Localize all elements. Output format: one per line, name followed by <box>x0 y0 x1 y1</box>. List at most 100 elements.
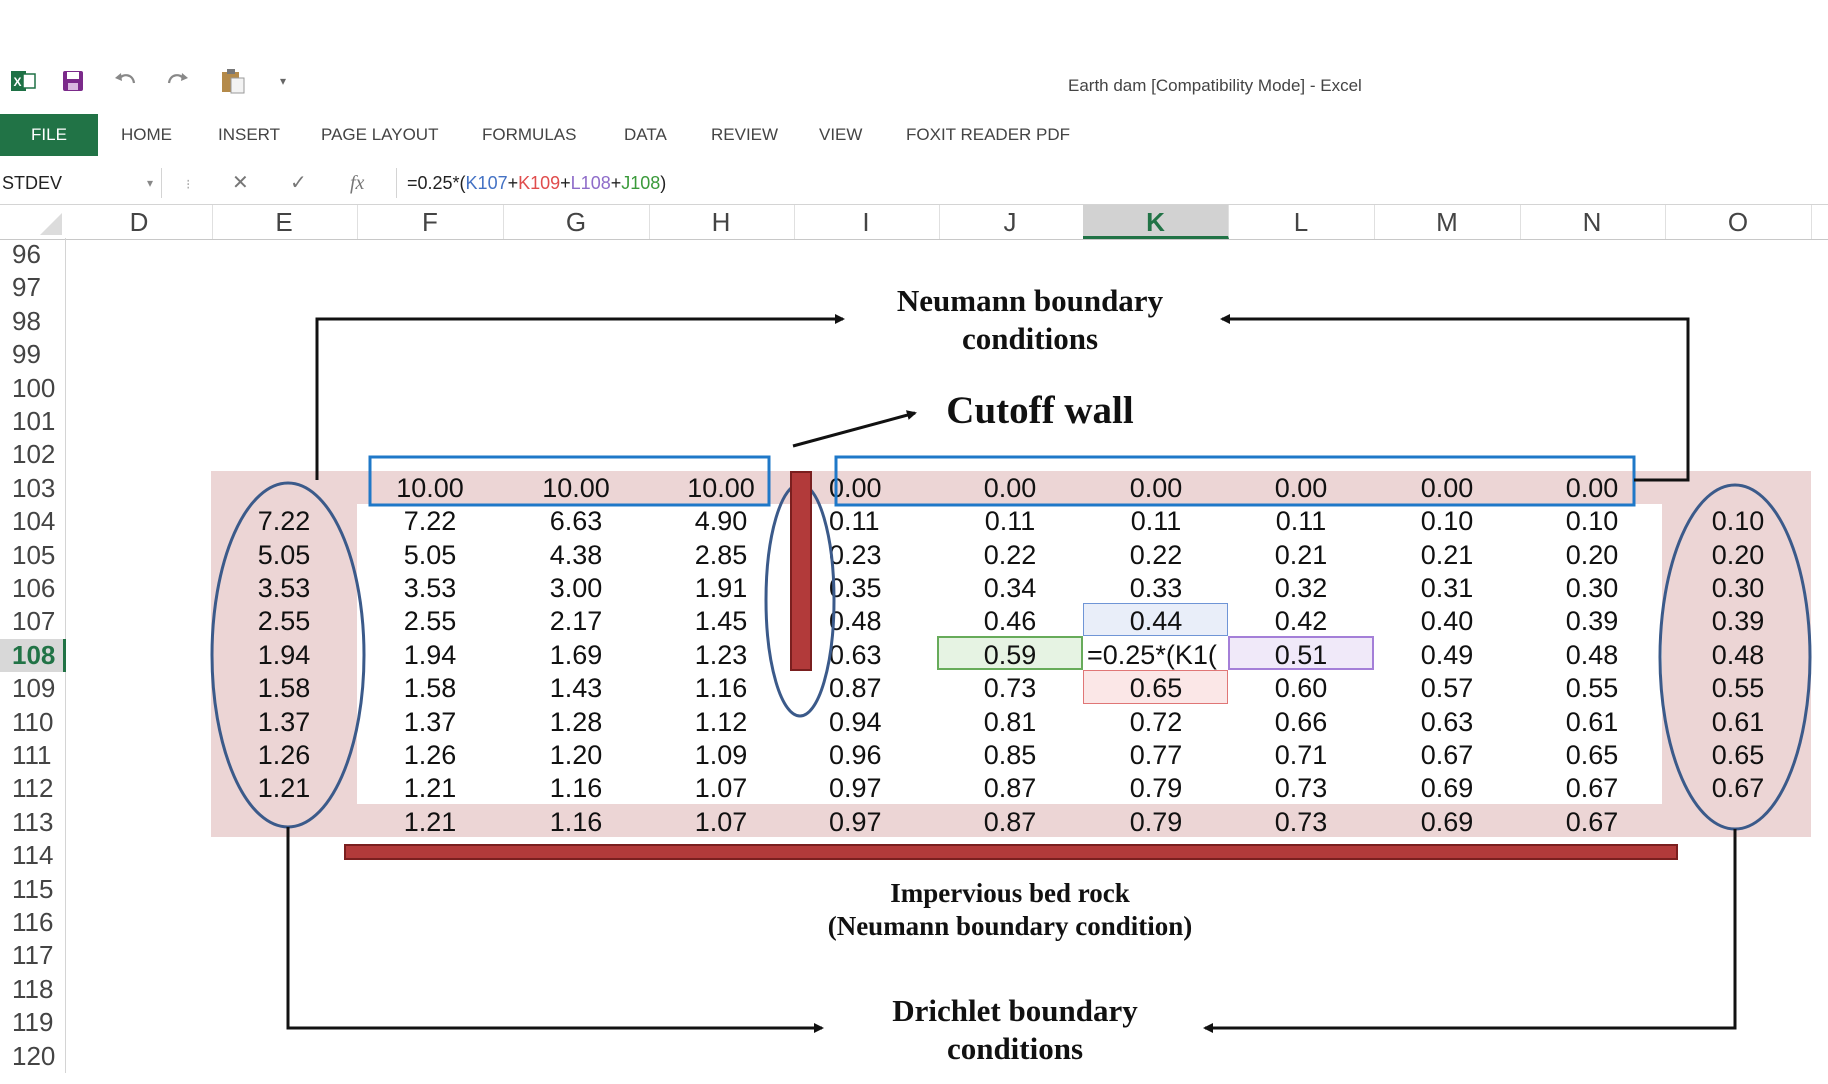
tab-formulas[interactable]: FORMULAS <box>482 125 577 144</box>
cell-h113[interactable]: 1.07 <box>694 806 748 837</box>
row-header-101[interactable]: 101 <box>0 405 66 439</box>
tab-view[interactable]: VIEW <box>819 125 863 144</box>
cell-e107[interactable]: 2.55 <box>257 606 311 637</box>
cell-o110[interactable]: 0.61 <box>1711 706 1765 737</box>
cell-j104[interactable]: 0.11 <box>984 506 1036 537</box>
column-header-i[interactable]: I <box>793 205 940 239</box>
cell-o109[interactable]: 0.55 <box>1711 673 1765 704</box>
tab-page-layout[interactable]: PAGE LAYOUT <box>321 125 439 144</box>
cell-k110[interactable]: 0.72 <box>1129 706 1183 737</box>
cell-o105[interactable]: 0.20 <box>1711 539 1765 570</box>
row-header-109[interactable]: 109 <box>0 672 66 706</box>
cell-i107[interactable]: 0.48 <box>829 606 882 637</box>
insert-function-icon[interactable]: fx <box>350 172 365 194</box>
cell-i110[interactable]: 0.94 <box>829 706 882 737</box>
cell-j103[interactable]: 0.00 <box>983 472 1037 503</box>
row-header-100[interactable]: 100 <box>0 371 66 405</box>
cell-f106[interactable]: 3.53 <box>403 573 457 603</box>
cell-n111[interactable]: 0.65 <box>1565 740 1619 770</box>
select-all-corner[interactable] <box>0 205 66 239</box>
cell-n112[interactable]: 0.67 <box>1565 773 1619 804</box>
cell-g110[interactable]: 1.28 <box>549 706 603 737</box>
cell-j111[interactable]: 0.85 <box>983 740 1037 770</box>
tab-foxit-reader-pdf[interactable]: FOXIT READER PDF <box>906 125 1071 144</box>
row-header-98[interactable]: 98 <box>0 304 66 339</box>
cell-j105[interactable]: 0.22 <box>983 539 1037 570</box>
cell-m106[interactable]: 0.31 <box>1420 573 1474 603</box>
active-cell-k108[interactable] <box>1083 636 1228 670</box>
cell-g103[interactable]: 10.00 <box>542 472 610 503</box>
cell-i108[interactable]: 0.63 <box>829 639 882 670</box>
cell-m111[interactable]: 0.67 <box>1420 740 1474 770</box>
row-header-114[interactable]: 114 <box>0 839 66 873</box>
cell-m110[interactable]: 0.63 <box>1420 706 1474 737</box>
column-header-o[interactable]: O <box>1665 205 1812 239</box>
cell-m107[interactable]: 0.40 <box>1420 606 1474 637</box>
cell-k104[interactable]: 0.11 <box>1130 506 1182 537</box>
column-header-k[interactable]: K <box>1083 205 1229 239</box>
cell-f111[interactable]: 1.26 <box>403 740 457 770</box>
cell-j108[interactable]: 0.59 <box>983 639 1037 670</box>
row-header-107[interactable]: 107 <box>0 605 66 639</box>
cell-e111[interactable]: 1.26 <box>257 740 311 770</box>
cell-m108[interactable]: 0.49 <box>1420 639 1474 670</box>
cell-e105[interactable]: 5.05 <box>257 539 311 570</box>
cell-k113[interactable]: 0.79 <box>1129 806 1183 837</box>
row-header-120[interactable]: 120 <box>0 1039 66 1073</box>
cell-n113[interactable]: 0.67 <box>1565 806 1619 837</box>
cell-g113[interactable]: 1.16 <box>549 806 603 837</box>
cell-n108[interactable]: 0.48 <box>1565 639 1619 670</box>
cell-l113[interactable]: 0.73 <box>1274 806 1328 837</box>
column-header-l[interactable]: L <box>1228 205 1375 239</box>
cell-g108[interactable]: 1.69 <box>549 639 603 670</box>
row-header-115[interactable]: 115 <box>0 872 66 906</box>
cell-l112[interactable]: 0.73 <box>1274 773 1328 804</box>
row-header-112[interactable]: 112 <box>0 772 66 806</box>
cell-l107[interactable]: 0.42 <box>1274 606 1328 637</box>
row-header-104[interactable]: 104 <box>0 505 66 539</box>
row-header-111[interactable]: 111 <box>0 739 66 773</box>
cell-j110[interactable]: 0.81 <box>983 706 1037 737</box>
cell-g104[interactable]: 6.63 <box>549 506 603 537</box>
cell-e104[interactable]: 7.22 <box>257 506 311 537</box>
cell-i106[interactable]: 0.35 <box>829 573 882 603</box>
cell-f109[interactable]: 1.58 <box>403 673 457 704</box>
row-header-118[interactable]: 118 <box>0 972 66 1007</box>
paste-icon[interactable] <box>218 66 248 96</box>
cell-j113[interactable]: 0.87 <box>983 806 1037 837</box>
cell-i112[interactable]: 0.97 <box>829 773 882 804</box>
cell-j106[interactable]: 0.34 <box>983 573 1037 603</box>
cell-l111[interactable]: 0.71 <box>1274 740 1328 770</box>
column-header-d[interactable]: D <box>66 205 213 239</box>
cell-k107[interactable]: 0.44 <box>1129 606 1183 637</box>
cell-m113[interactable]: 0.69 <box>1420 806 1474 837</box>
cell-h103[interactable]: 10.00 <box>687 472 755 503</box>
cell-l109[interactable]: 0.60 <box>1274 673 1328 704</box>
cell-k103[interactable]: 0.00 <box>1129 472 1183 503</box>
row-header-97[interactable]: 97 <box>0 271 66 305</box>
tab-data[interactable]: DATA <box>624 125 667 144</box>
cell-o108[interactable]: 0.48 <box>1711 639 1765 670</box>
cell-f105[interactable]: 5.05 <box>403 539 457 570</box>
cell-m104[interactable]: 0.10 <box>1420 506 1474 537</box>
cell-e112[interactable]: 1.21 <box>257 773 311 804</box>
cell-h111[interactable]: 1.09 <box>694 740 748 770</box>
cell-i104[interactable]: 0.11 <box>829 506 880 537</box>
cell-j107[interactable]: 0.46 <box>983 606 1037 637</box>
cell-h105[interactable]: 2.85 <box>694 539 748 570</box>
column-header-e[interactable]: E <box>211 205 358 239</box>
cell-h106[interactable]: 1.91 <box>694 573 748 603</box>
formula-input[interactable]: =0.25*(K107+K109+L108+J108) <box>396 168 1828 198</box>
cell-k112[interactable]: 0.79 <box>1129 773 1183 804</box>
cell-f110[interactable]: 1.37 <box>403 706 457 737</box>
cell-n110[interactable]: 0.61 <box>1565 706 1619 737</box>
cell-l110[interactable]: 0.66 <box>1274 706 1328 737</box>
cell-m109[interactable]: 0.57 <box>1420 673 1474 704</box>
cell-o106[interactable]: 0.30 <box>1711 573 1765 603</box>
tab-home[interactable]: HOME <box>121 125 172 144</box>
cell-k105[interactable]: 0.22 <box>1129 539 1183 570</box>
column-header-g[interactable]: G <box>503 205 650 239</box>
column-header-f[interactable]: F <box>357 205 504 239</box>
column-header-n[interactable]: N <box>1519 205 1666 239</box>
cell-g112[interactable]: 1.16 <box>549 773 603 804</box>
